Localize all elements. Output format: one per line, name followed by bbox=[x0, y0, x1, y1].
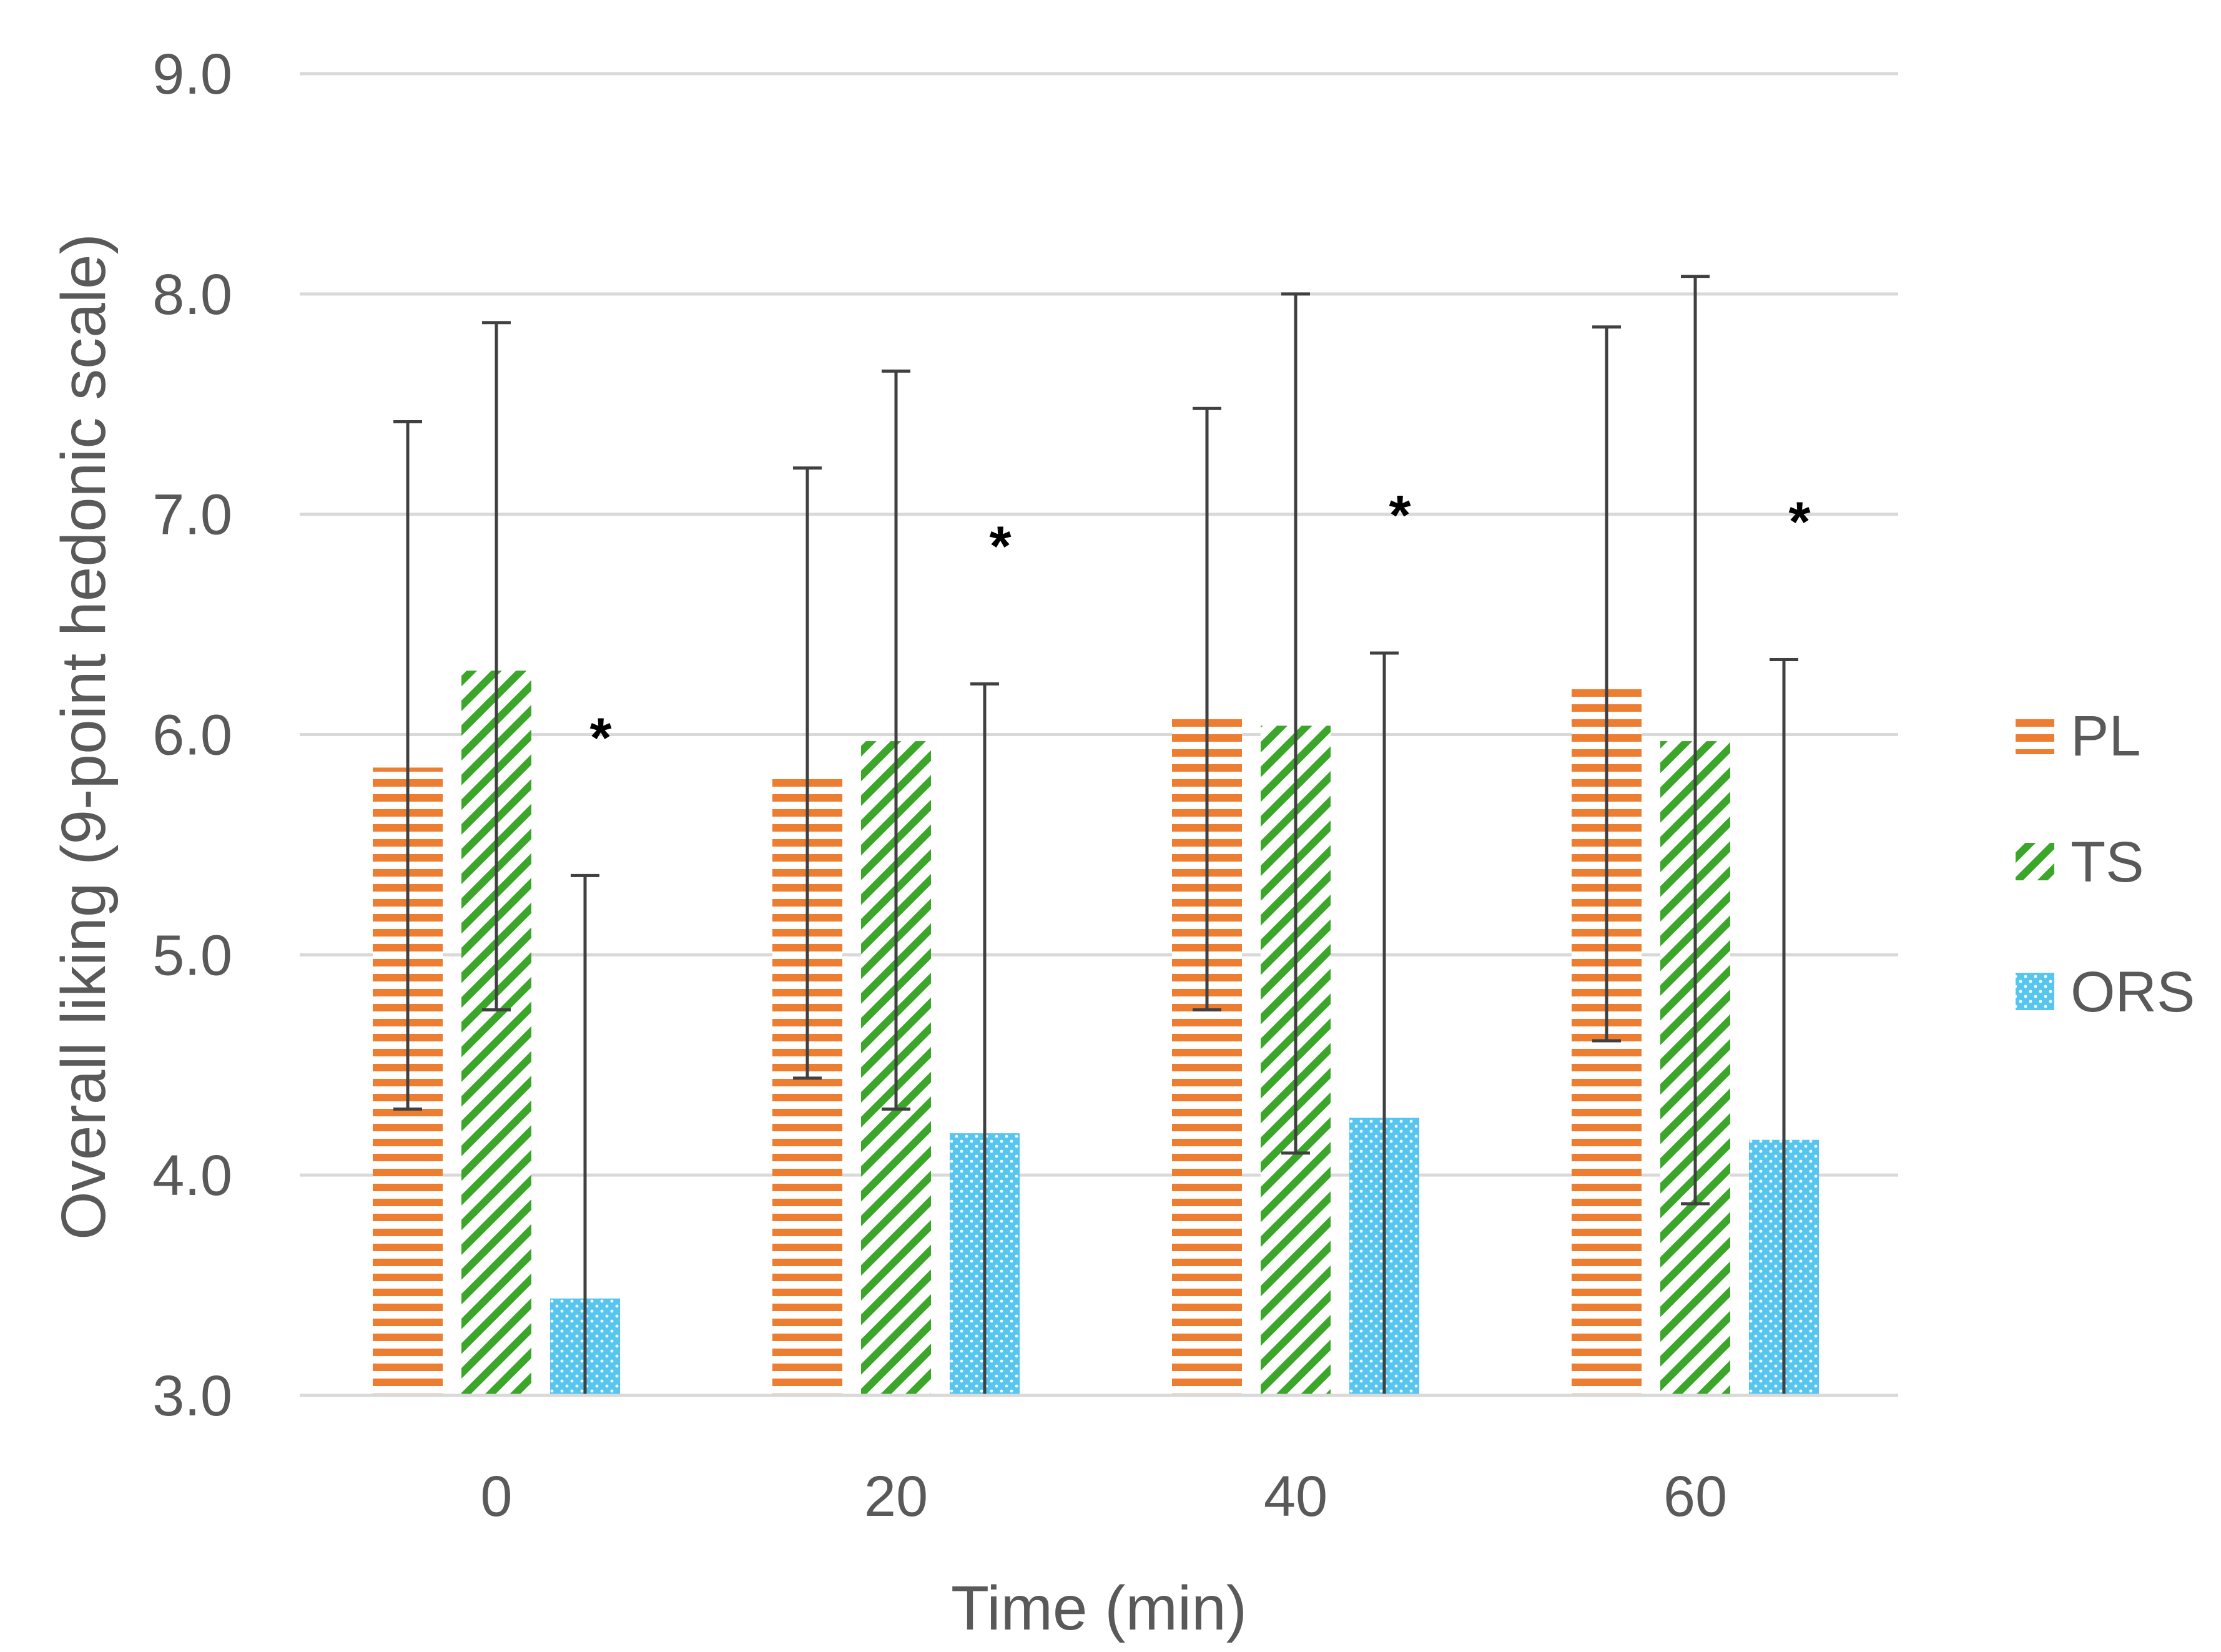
y-tick-label: 8.0 bbox=[152, 263, 232, 327]
x-tick-label: 20 bbox=[864, 1465, 928, 1528]
x-tick-label: 60 bbox=[1663, 1465, 1727, 1528]
y-tick-label: 9.0 bbox=[152, 42, 232, 106]
x-axis-title: Time (min) bbox=[951, 1573, 1247, 1643]
x-tick-label: 40 bbox=[1264, 1465, 1327, 1528]
legend-label-ors: ORS bbox=[2071, 960, 2195, 1024]
significance-asterisk: * bbox=[589, 707, 611, 769]
legend-swatch-pl bbox=[2016, 717, 2054, 754]
significance-asterisk: * bbox=[989, 515, 1011, 578]
legend-swatch-ors bbox=[2016, 973, 2054, 1010]
significance-asterisk: * bbox=[1788, 491, 1810, 554]
gridlines bbox=[300, 72, 1898, 1397]
y-tick-label: 4.0 bbox=[152, 1144, 232, 1207]
y-axis-tick-labels: 3.0 4.0 5.0 6.0 7.0 8.0 9.0 bbox=[152, 42, 232, 1428]
legend: PL TS ORS bbox=[2016, 704, 2195, 1024]
y-tick-label: 7.0 bbox=[152, 483, 232, 547]
y-axis-title: Overall liking (9-point hedonic scale) bbox=[49, 234, 119, 1240]
legend-swatch-ts bbox=[2016, 843, 2054, 880]
legend-label-pl: PL bbox=[2071, 704, 2141, 768]
x-tick-label: 0 bbox=[480, 1465, 512, 1528]
y-tick-label: 3.0 bbox=[152, 1364, 232, 1428]
y-tick-label: 6.0 bbox=[152, 704, 232, 767]
x-axis-tick-labels: 0 20 40 60 bbox=[480, 1465, 1727, 1528]
significance-asterisk: * bbox=[1389, 484, 1411, 547]
error-bars bbox=[300, 275, 1898, 1397]
significance-markers: * * * * bbox=[589, 484, 1810, 769]
bars bbox=[373, 671, 1819, 1395]
y-tick-label: 5.0 bbox=[152, 923, 232, 987]
legend-label-ts: TS bbox=[2071, 830, 2144, 894]
